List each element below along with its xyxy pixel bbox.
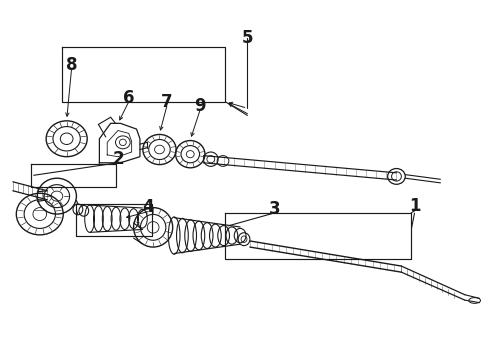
Text: 6: 6 xyxy=(123,89,134,107)
Text: 7: 7 xyxy=(161,93,172,111)
Text: 1: 1 xyxy=(409,197,421,215)
Text: 4: 4 xyxy=(143,198,154,216)
Text: 2: 2 xyxy=(112,150,124,168)
Text: 3: 3 xyxy=(269,200,280,218)
Text: 5: 5 xyxy=(242,30,253,48)
Text: 9: 9 xyxy=(194,97,206,115)
Text: 8: 8 xyxy=(66,56,77,74)
